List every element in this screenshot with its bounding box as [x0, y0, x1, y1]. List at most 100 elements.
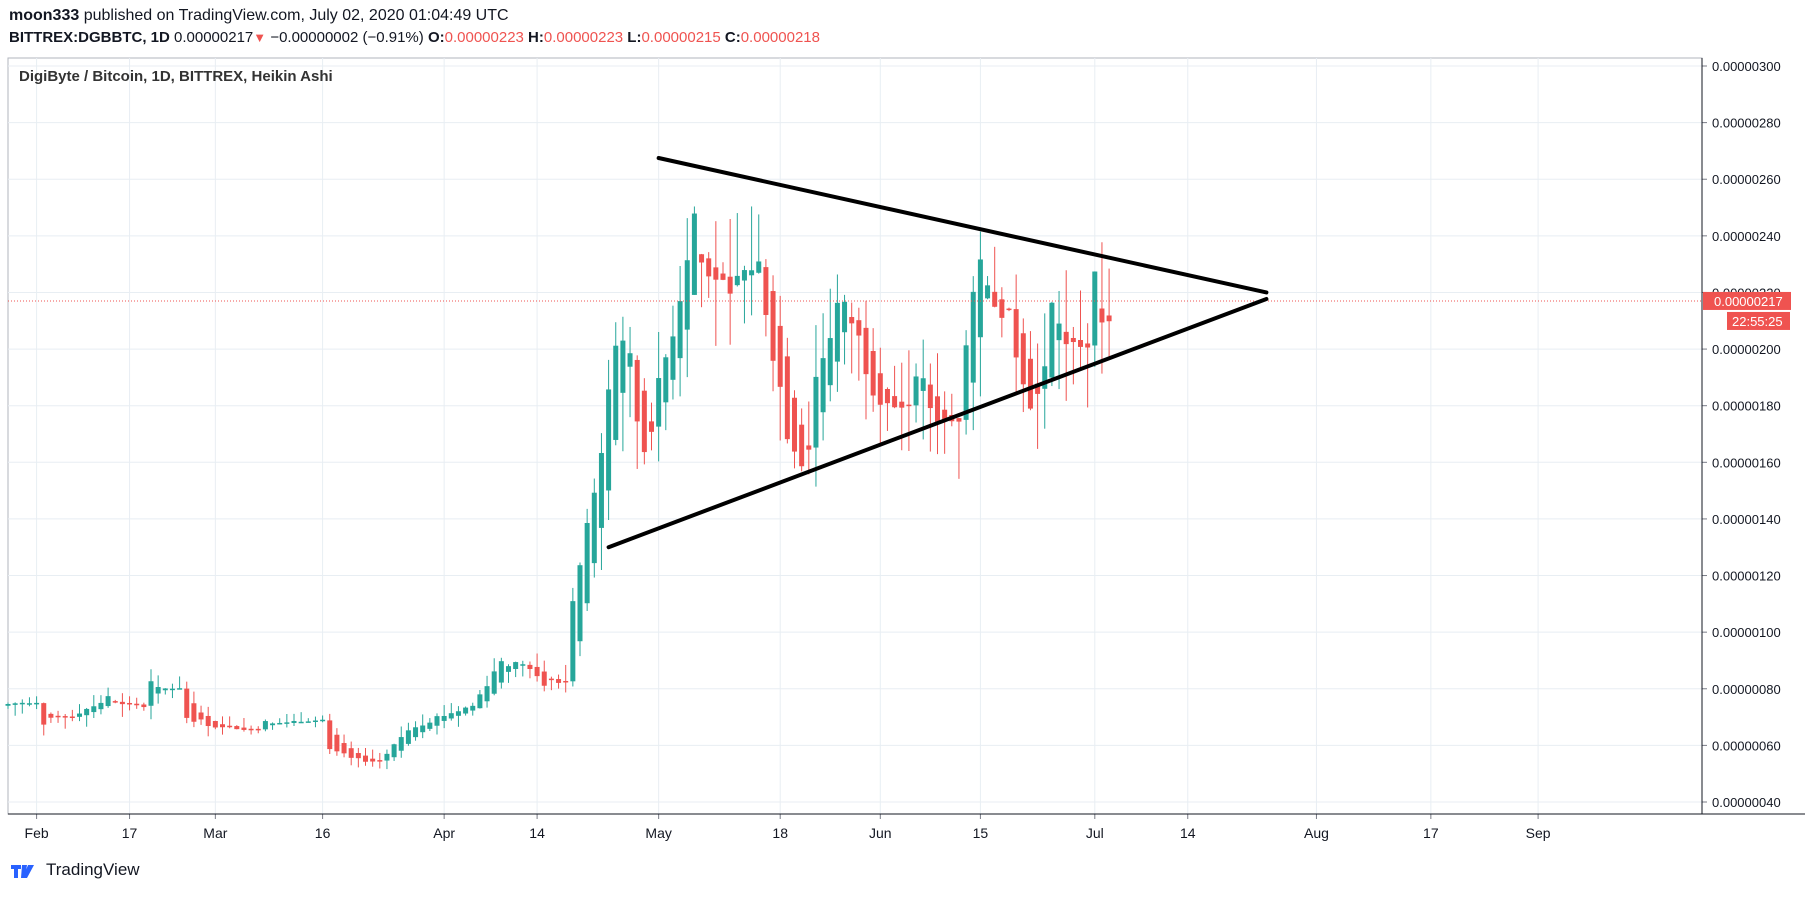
- candle-body: [713, 267, 719, 280]
- candle-body: [577, 565, 583, 642]
- candle-body: [248, 728, 254, 731]
- open-label: O:: [427, 29, 445, 46]
- x-axis-label: 15: [973, 825, 989, 841]
- tradingview-logo[interactable]: TradingView: [10, 860, 140, 880]
- candle-body: [162, 688, 168, 691]
- candle-body: [527, 664, 533, 670]
- candle-body: [305, 721, 311, 723]
- candle-body: [105, 696, 111, 707]
- candle-body: [363, 755, 368, 762]
- candle-body: [956, 418, 962, 422]
- y-axis-label: 0.00000200: [1712, 342, 1781, 357]
- candle-body: [1035, 383, 1041, 394]
- candle-body: [563, 680, 569, 683]
- candle-body: [19, 702, 25, 705]
- candle-body: [1078, 340, 1083, 347]
- candle-body: [734, 275, 740, 286]
- candle-body: [906, 404, 912, 407]
- candle-body: [556, 679, 562, 683]
- candle-body: [212, 720, 218, 728]
- candle-body: [942, 409, 948, 421]
- candle-body: [620, 340, 626, 393]
- candle-body: [1013, 309, 1019, 358]
- x-axis-label: Jul: [1086, 825, 1104, 841]
- candle-body: [155, 687, 161, 694]
- candle-body: [1092, 271, 1098, 346]
- y-axis-label: 0.00000040: [1712, 795, 1781, 810]
- x-axis-label: May: [645, 825, 671, 841]
- candle-body: [892, 396, 898, 408]
- close-label: C:: [724, 29, 741, 46]
- candle-body: [463, 707, 469, 714]
- candle-body: [413, 727, 419, 738]
- candle-body: [84, 708, 90, 716]
- candle-body: [1027, 358, 1033, 409]
- candle-body: [398, 737, 404, 751]
- candle-body: [277, 722, 283, 725]
- candle-body: [641, 390, 647, 453]
- candle-body: [498, 661, 504, 683]
- x-axis-label: Apr: [433, 825, 455, 841]
- candle-body: [455, 711, 461, 716]
- x-axis-label: 17: [1423, 825, 1439, 841]
- candle-body: [270, 723, 276, 726]
- countdown-label: 22:55:25: [1732, 314, 1783, 329]
- candle-body: [1056, 323, 1062, 341]
- candle-body: [770, 291, 776, 361]
- candle-body: [663, 357, 669, 403]
- close-value: 0.00000218: [740, 29, 820, 46]
- countdown-label-bg: [1727, 311, 1790, 330]
- candle-body: [970, 291, 976, 383]
- candle-body: [884, 389, 890, 404]
- candle-body: [849, 317, 855, 324]
- candle-body: [1070, 337, 1076, 343]
- candle-body: [749, 270, 755, 276]
- candle-body: [756, 261, 762, 273]
- candle-body: [470, 705, 476, 711]
- candle-body: [977, 259, 983, 338]
- candle-body: [598, 453, 604, 528]
- candle-body: [963, 345, 969, 420]
- tradingview-logo-text: TradingView: [46, 860, 140, 879]
- candle-body: [820, 358, 826, 413]
- candle-body: [312, 720, 318, 722]
- candle-body: [606, 389, 612, 491]
- candle-body: [842, 301, 848, 333]
- candle-body: [741, 270, 747, 281]
- candle-body: [12, 703, 18, 705]
- candle-body: [234, 726, 240, 730]
- candle-body: [405, 730, 411, 744]
- candle-body: [477, 694, 483, 709]
- candle-body: [584, 523, 590, 604]
- candle-body: [792, 397, 797, 452]
- candle-body: [706, 258, 712, 277]
- candle-body: [856, 320, 862, 336]
- x-axis-label: Jun: [869, 825, 892, 841]
- candle-body: [205, 715, 211, 727]
- candle-body: [491, 671, 497, 694]
- candle-body: [119, 701, 125, 705]
- candle-body: [298, 721, 304, 724]
- candle-body: [570, 601, 576, 682]
- candle-body: [656, 378, 662, 427]
- candle-body: [198, 712, 204, 720]
- last-price: 0.00000217: [174, 29, 254, 46]
- trendline-upper: [656, 156, 1269, 295]
- high-label: H:: [528, 29, 544, 46]
- candle-body: [41, 703, 47, 725]
- y-axis-label: 0.00000140: [1712, 512, 1781, 527]
- candle-body: [69, 716, 75, 718]
- candle-body: [863, 327, 869, 375]
- candle-body: [341, 743, 347, 754]
- candle-body: [699, 254, 705, 263]
- candle-body: [827, 338, 833, 386]
- candle-body: [241, 727, 247, 730]
- candle-body: [763, 267, 769, 315]
- publish-info: moon333 published on TradingView.com, Ju…: [9, 7, 509, 25]
- x-axis-label: 17: [122, 825, 138, 841]
- candle-body: [284, 722, 290, 724]
- author-name[interactable]: moon333: [9, 7, 80, 24]
- y-axis-label: 0.00000080: [1712, 682, 1781, 697]
